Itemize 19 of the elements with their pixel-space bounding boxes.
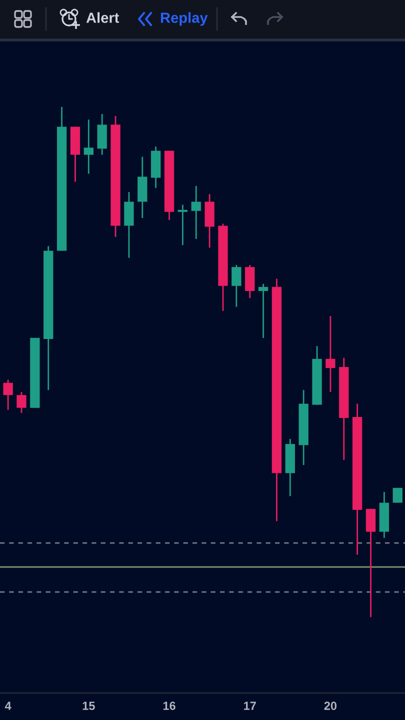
candlestick	[366, 508, 376, 618]
candlestick	[258, 283, 268, 339]
candlestick	[124, 191, 134, 259]
candlestick	[245, 264, 255, 299]
candlestick	[84, 118, 94, 174]
candlestick	[326, 315, 336, 393]
candlestick	[16, 391, 26, 414]
text: Alert	[86, 12, 120, 23]
x-tick-label: 16	[163, 702, 176, 710]
candlestick	[191, 185, 201, 240]
candlestick	[178, 204, 188, 246]
x-tick-label: 15	[82, 702, 95, 710]
candlestick	[232, 264, 242, 308]
x-tick-label: 4	[4, 702, 12, 710]
text: Replay	[160, 12, 208, 26]
candlestick	[3, 379, 13, 411]
x-tick-label: 17	[244, 702, 256, 710]
candlestick	[97, 113, 107, 156]
x-tick-label: 20	[324, 702, 337, 710]
